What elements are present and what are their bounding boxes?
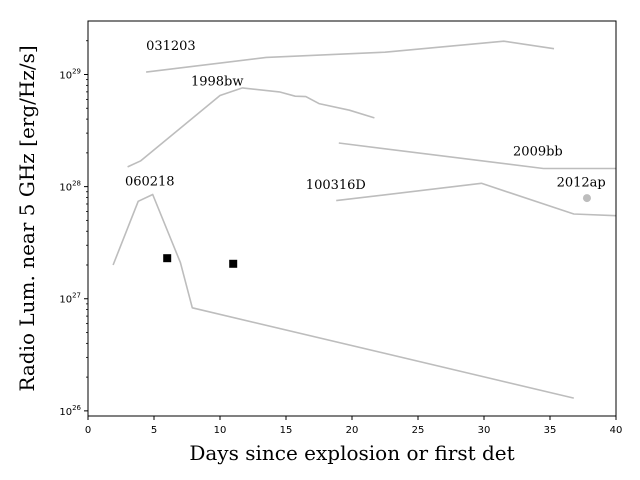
data-marker-square	[163, 254, 172, 263]
series-label-1998bw: 1998bw	[191, 74, 244, 89]
x-tick-label: 0	[85, 425, 91, 436]
series-line-100316D	[336, 182, 617, 217]
x-tick-label: 10	[214, 425, 227, 436]
series-label-2012ap: 2012ap	[557, 176, 606, 191]
series-line-031203	[146, 40, 555, 73]
x-tick-label: 25	[412, 425, 425, 436]
y-tick-label: 1029	[59, 67, 81, 81]
x-axis-label: Days since explosion or first det	[189, 441, 514, 465]
series-line-2009bb	[338, 142, 616, 170]
plot-frame	[87, 20, 617, 417]
series-point-2012ap	[582, 194, 591, 203]
x-tick-label: 20	[346, 425, 359, 436]
series-label-100316D: 100316D	[306, 178, 366, 193]
x-tick-label: 30	[478, 425, 491, 436]
x-tick-label: 15	[280, 425, 293, 436]
series-label-031203: 031203	[146, 39, 196, 54]
series-line-060218	[112, 193, 574, 399]
series-label-2009bb: 2009bb	[513, 144, 563, 159]
series-label-060218: 060218	[125, 175, 175, 190]
y-tick-label: 1028	[59, 180, 81, 194]
axis-ticks: 0 5 10 15 20 25 30 35 40 1026 1027 1028 1029	[59, 40, 623, 436]
y-axis-label: Radio Lum. near 5 GHz [erg/Hz/s]	[15, 45, 39, 391]
x-tick-label: 35	[544, 425, 557, 436]
x-tick-label: 5	[151, 425, 157, 436]
data-marker-square	[229, 259, 238, 268]
y-tick-label: 1027	[59, 292, 81, 306]
y-tick-label: 1026	[59, 404, 81, 418]
x-tick-label: 40	[610, 425, 623, 436]
series-line-1998bw	[127, 87, 375, 168]
plot-area: 031203 1998bw 2009bb 060218 100316D 2012ap	[112, 39, 617, 399]
